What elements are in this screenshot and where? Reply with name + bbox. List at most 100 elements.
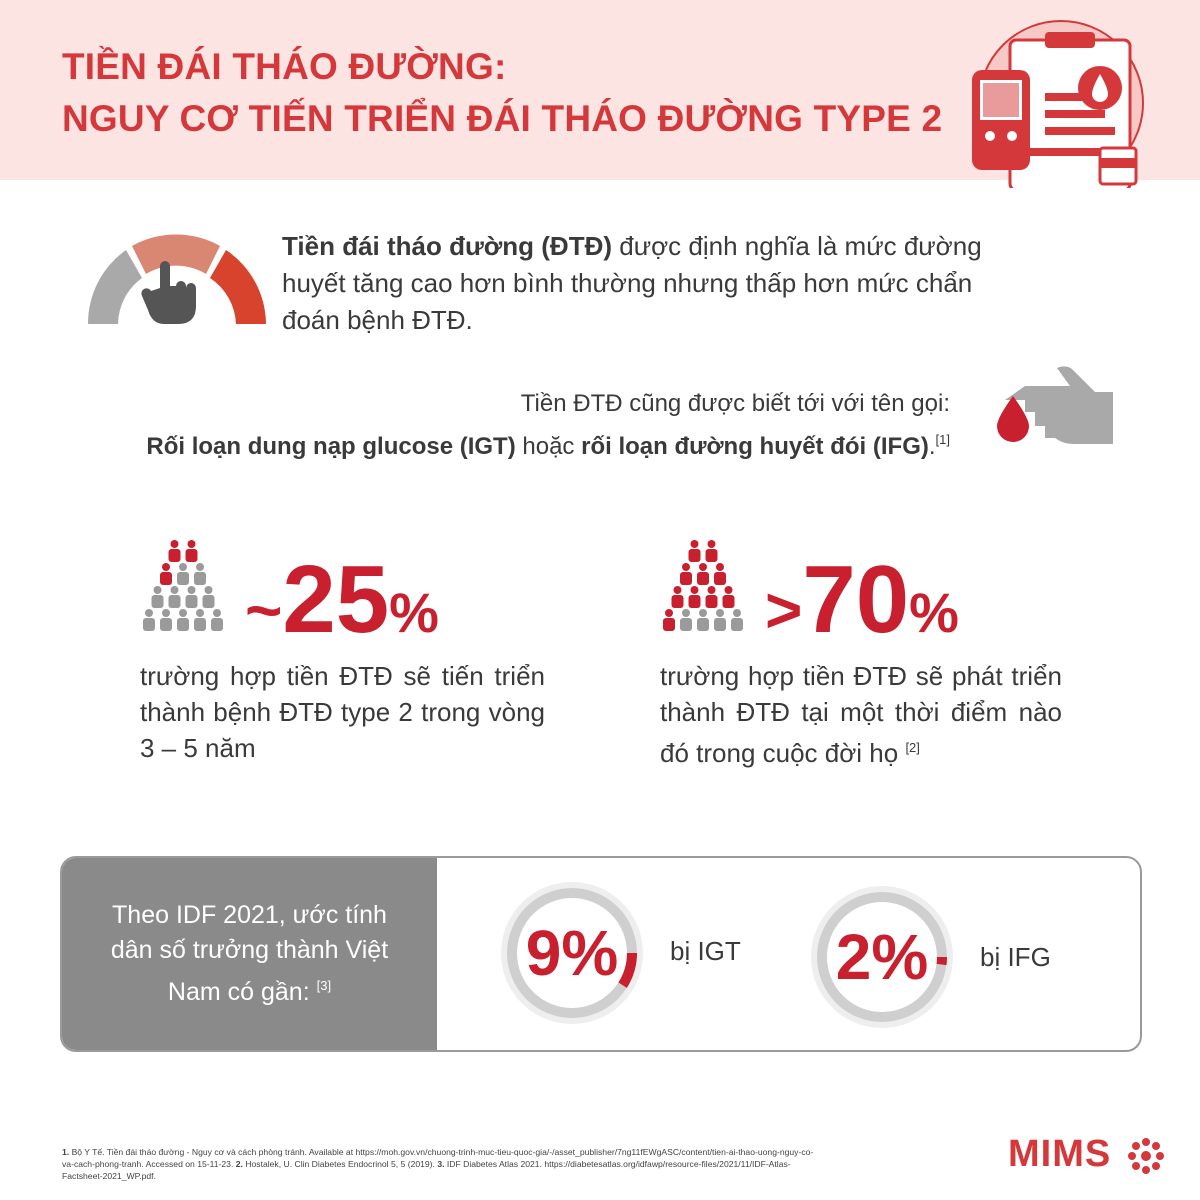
person-head [665, 609, 673, 617]
aka-or: hoặc [522, 433, 575, 460]
ref: [2] [905, 740, 920, 755]
idf-item-label: bị IFG [980, 942, 1051, 972]
idf-value: 2% [812, 920, 952, 994]
person-head [733, 609, 741, 617]
people-icon [143, 540, 223, 631]
ref: [1] [935, 432, 950, 447]
person-body [697, 572, 709, 585]
person-body [680, 618, 692, 631]
people-icon [663, 540, 743, 631]
ring-shadow [811, 886, 953, 1028]
definition-text: được định nghĩa là mức đường huyết tăng … [282, 231, 982, 335]
rings [501, 882, 953, 1028]
person-body [680, 572, 692, 585]
person-body [194, 618, 206, 631]
idf-number: 9 [525, 917, 562, 989]
person-body [714, 618, 726, 631]
footnotes: 1. Bộ Y Tế. Tiền đái tháo đường - Nguy c… [62, 1146, 822, 1182]
person-head [196, 563, 204, 571]
person-head [707, 586, 716, 594]
person-head [213, 609, 221, 617]
stat: >70% [765, 545, 959, 655]
person-head [179, 609, 187, 617]
person-head [673, 586, 682, 594]
person-head [196, 609, 204, 617]
person-body [194, 572, 206, 585]
person-head [187, 586, 196, 594]
title: NGUY CƠ TIẾN TRIỂN ĐÁI THÁO ĐƯỜNG TYPE 2 [62, 98, 943, 139]
person-body [722, 595, 735, 608]
person-head [179, 563, 187, 571]
aka-igt: Rối loạn dung nạp glucose (IGT) [146, 433, 516, 460]
stat-unit: % [389, 581, 439, 644]
person-body [714, 572, 726, 585]
logo-mark [1128, 1138, 1164, 1174]
idf-unit: % [871, 921, 929, 993]
logo: MIMS [1008, 1133, 1112, 1175]
idf-number: 2 [835, 921, 872, 993]
person-body [211, 618, 223, 631]
footnote-number: 3. [437, 1159, 445, 1169]
person-head [707, 540, 716, 548]
footnote-number: 2. [235, 1159, 243, 1169]
person-body [705, 549, 718, 562]
stat-desc: trường hợp tiền ĐTĐ sẽ tiến triển thành … [140, 661, 545, 763]
ref: [3] [316, 978, 332, 993]
person-body [185, 595, 198, 608]
aka: Tiền ĐTĐ cũng được biết tới với tên gọi:… [60, 386, 950, 465]
person-head [699, 563, 707, 571]
idf-panel: Theo IDF 2021, ước tính dân số trưởng th… [62, 858, 437, 1050]
person-body [731, 618, 743, 631]
person-body [177, 618, 189, 631]
person-body [202, 595, 215, 608]
title: TIỀN ĐÁI THÁO ĐƯỜNG: [62, 46, 507, 87]
footnote-number: 1. [62, 1147, 70, 1157]
idf-box: Theo IDF 2021, ước tính dân số trưởng th… [60, 856, 1142, 1052]
aka-end: . [928, 433, 936, 460]
person-head [170, 540, 179, 548]
footnote-text: Hostalek, U. Clin Diabetes Endocrinol 5,… [245, 1159, 435, 1169]
person-head [716, 609, 724, 617]
gauge-icon [87, 234, 266, 324]
idf-label: Theo IDF 2021, ước tính dân số trưởng th… [110, 901, 389, 1006]
person-head [682, 609, 690, 617]
stat-unit: % [909, 581, 959, 644]
stat-value: 25 [282, 546, 390, 653]
person-head [690, 586, 699, 594]
person-body [151, 595, 164, 608]
person-body [168, 549, 181, 562]
footnote-text: IDF Diabetes Atlas 2021. https://diabete… [62, 1159, 791, 1181]
stat-value: 70 [802, 546, 910, 653]
person-head [187, 540, 196, 548]
person-head [162, 609, 170, 617]
person-head [690, 540, 699, 548]
ring-arc [507, 888, 637, 1018]
person-body [177, 572, 189, 585]
ring-shadow [501, 882, 643, 1024]
person-head [204, 586, 213, 594]
definition-bold: Tiền đái tháo đường (ĐTĐ) [282, 231, 613, 261]
person-body [160, 618, 172, 631]
person-body [688, 549, 701, 562]
person-head [724, 586, 733, 594]
stat: ~25% [245, 545, 439, 655]
hand-icon [997, 366, 1113, 444]
person-body [705, 595, 718, 608]
stat-prefix: ~ [245, 574, 283, 646]
stat-desc: trường hợp tiền ĐTĐ sẽ phát triển thành … [660, 661, 1062, 768]
person-body [663, 618, 675, 631]
aka-ifg: rối loạn đường huyết đói (IFG) [581, 433, 929, 460]
definition: Tiền đái tháo đường (ĐTĐ) được định nghĩ… [282, 228, 982, 339]
person-head [716, 563, 724, 571]
idf-unit: % [561, 917, 619, 989]
person-head [145, 609, 153, 617]
idf-value: 9% [502, 916, 642, 990]
person-body [160, 572, 172, 585]
stat-text: trường hợp tiền ĐTĐ sẽ tiến triển thành … [140, 658, 545, 766]
person-body [168, 595, 181, 608]
person-body [671, 595, 684, 608]
idf-item-label: bị IGT [670, 936, 741, 966]
person-head [153, 586, 162, 594]
stat-prefix: > [765, 574, 803, 646]
